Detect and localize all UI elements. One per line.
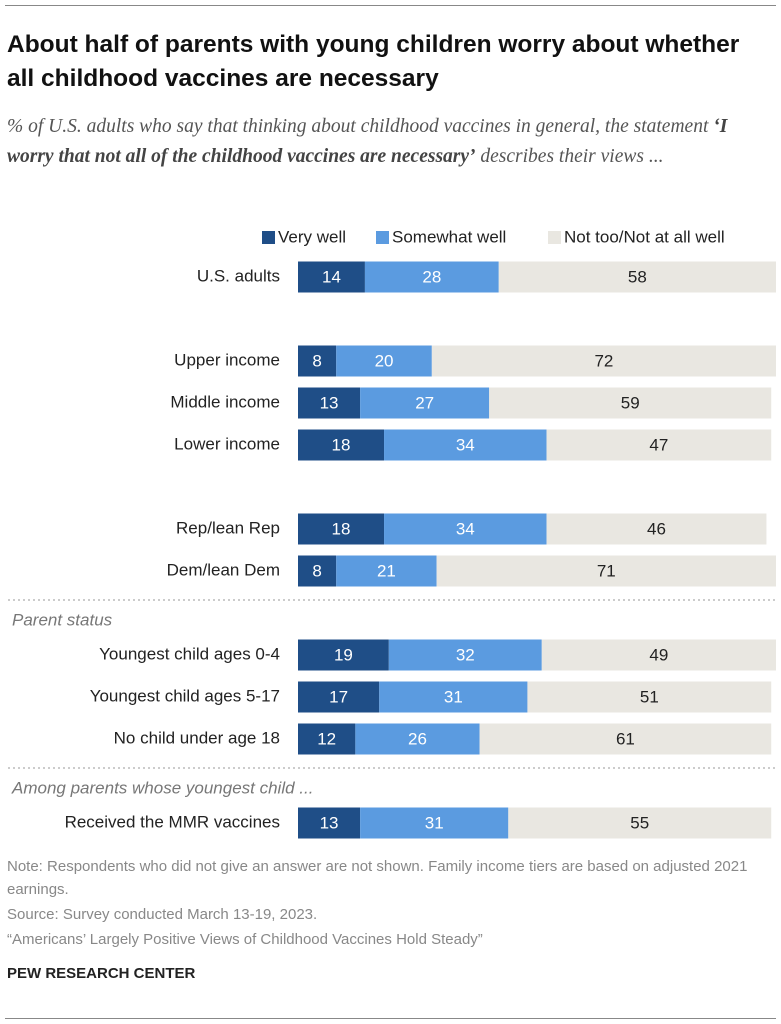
category-label: U.S. adults [197,266,280,285]
top-rule [5,5,776,6]
value-label: 13 [320,813,339,832]
value-label: 51 [640,687,659,706]
bar-segment [498,261,776,293]
value-label: 27 [415,393,434,412]
value-label: 34 [456,435,475,454]
note: Note: Respondents who did not give an an… [7,858,748,898]
bar-segment [298,261,365,293]
value-label: 26 [408,729,427,748]
value-label: 46 [647,519,666,538]
value-label: 34 [456,519,475,538]
note: “Americans’ Largely Positive Views of Ch… [7,931,483,948]
bar-segment [384,513,547,545]
value-label: 14 [322,267,341,286]
bar-segment [298,387,361,419]
value-label: 18 [332,519,351,538]
note: Source: Survey conducted March 13-19, 20… [7,906,318,923]
bar-segment [364,261,499,293]
legend-swatch [376,231,389,244]
bar-segment [298,555,337,587]
legend-label: Not too/Not at all well [564,227,725,246]
value-label: 31 [444,687,463,706]
bar-segment [298,345,337,377]
bar-segment [298,513,385,545]
bar-segment [388,639,542,671]
bar-segment [355,723,480,755]
bar-segment [298,681,380,713]
value-label: 49 [649,645,668,664]
category-label: Upper income [174,350,280,369]
value-label: 71 [597,561,616,580]
value-label: 72 [594,351,613,370]
chart-title: About half of parents with young childre… [7,31,740,92]
chart-subtitle: % of U.S. adults who say that thinking a… [7,112,767,171]
bar-segment [479,723,772,755]
bar-segment [360,387,490,419]
value-label: 8 [312,561,321,580]
value-label: 28 [422,267,441,286]
bar-segment [489,387,772,419]
legend-swatch [548,231,561,244]
bar-segment [436,555,776,587]
value-label: 13 [320,393,339,412]
section-label: Among parents whose youngest child ... [11,778,313,797]
subtitle-part: % of U.S. adults who say that thinking a… [7,116,714,137]
value-label: 55 [630,813,649,832]
bar-segment [298,429,385,461]
value-label: 61 [616,729,635,748]
bar-segment [298,807,361,839]
value-label: 12 [317,729,336,748]
value-label: 21 [377,561,396,580]
legend-label: Very well [278,227,346,246]
value-label: 20 [375,351,394,370]
category-label: Youngest child ages 5-17 [90,686,280,705]
subtitle-emphasis: ‘I worry that not all of the childhood v… [7,116,728,167]
bar-segment [336,555,437,587]
bar-segment [546,429,772,461]
bar-segment [527,681,772,713]
value-label: 17 [329,687,348,706]
bar-segment [379,681,528,713]
category-label: Received the MMR vaccines [65,812,280,831]
bar-segment [360,807,509,839]
section-label: Parent status [12,610,113,629]
credit: PEW RESEARCH CENTER [7,965,196,982]
bar-segment [431,345,776,377]
value-label: 58 [628,267,647,286]
category-label: Dem/lean Dem [167,560,280,579]
value-label: 19 [334,645,353,664]
category-label: Rep/lean Rep [176,518,280,537]
category-label: No child under age 18 [114,728,280,747]
notes: Note: Respondents who did not give an an… [7,855,777,953]
value-label: 32 [456,645,475,664]
bar-segment [541,639,776,671]
value-label: 8 [312,351,321,370]
bottom-rule [5,1018,776,1019]
chart: Very well Somewhat well Not too/Not at all… [8,227,776,839]
legend-swatch [262,231,275,244]
value-label: 59 [621,393,640,412]
value-label: 18 [332,435,351,454]
subtitle-part: describes their views ... [475,145,664,167]
value-label: 31 [425,813,444,832]
category-label: Lower income [174,434,280,453]
bar-segment [298,723,356,755]
bar-segment [508,807,772,839]
category-label: Youngest child ages 0-4 [99,644,280,663]
legend-label: Somewhat well [392,227,506,246]
bar-segment [336,345,432,377]
category-label: Middle income [170,392,280,411]
value-label: 47 [649,435,668,454]
bar-segment [384,429,547,461]
bar-segment [546,513,767,545]
bar-segment [298,639,389,671]
